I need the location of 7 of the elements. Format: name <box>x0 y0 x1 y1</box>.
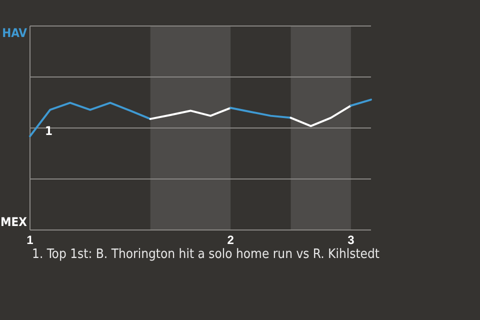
annotation: 1 <box>45 124 53 138</box>
x-tick-label: 1 <box>26 232 34 247</box>
x-tick-label: 3 <box>348 232 355 247</box>
text: MEX <box>0 215 28 229</box>
text: HAV <box>2 26 28 40</box>
text: 1. Top 1st: B. Thorington hit a solo home run vs R. Kihlstedt <box>32 247 380 262</box>
x-tick-label: 2 <box>227 232 234 247</box>
